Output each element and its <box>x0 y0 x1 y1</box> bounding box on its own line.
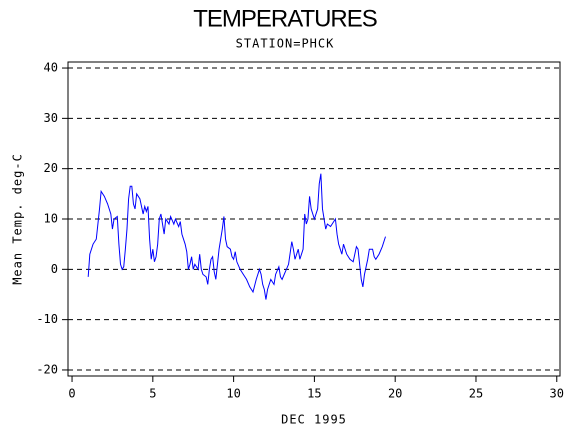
chart-title: TEMPERATURES <box>193 5 377 32</box>
y-tick-label: 30 <box>44 111 58 125</box>
x-tick-label: 0 <box>68 387 75 401</box>
x-axis-label: DEC 1995 <box>281 413 347 427</box>
x-tick-label: 15 <box>307 387 321 401</box>
line-series <box>87 173 386 300</box>
x-tick-label: 20 <box>388 387 402 401</box>
y-tick-label: -20 <box>36 362 58 376</box>
x-tick-label: 25 <box>469 387 483 401</box>
x-tick-label: 10 <box>226 387 240 401</box>
y-tick-label: 10 <box>44 212 58 226</box>
y-tick-label: 40 <box>44 61 58 75</box>
chart-subtitle: STATION=PHCK <box>236 37 335 51</box>
y-tick-label: 20 <box>44 161 58 175</box>
y-tick-label: -10 <box>36 312 58 326</box>
x-tick-label: 5 <box>149 387 156 401</box>
x-tick-label: 30 <box>550 387 564 401</box>
y-tick-label: 0 <box>51 262 58 276</box>
y-axis-label: Mean Temp. deg-C <box>11 153 25 285</box>
